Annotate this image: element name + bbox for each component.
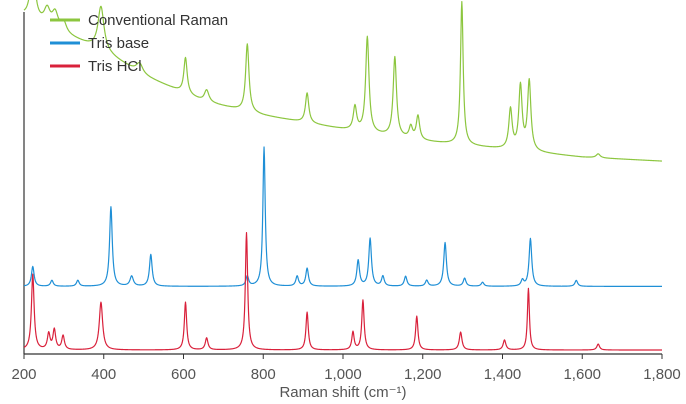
- x-axis-title: Raman shift (cm⁻¹): [279, 384, 406, 401]
- x-tick-label: 800: [251, 366, 276, 383]
- x-tick-label: 1,000: [324, 366, 362, 383]
- x-tick-label: 1,400: [484, 366, 522, 383]
- legend-label: Tris HCl: [88, 58, 142, 75]
- series-line: [23, 232, 663, 351]
- x-tick-label: 600: [171, 366, 196, 383]
- legend: Conventional Raman Tris base Tris HCl: [50, 12, 228, 75]
- x-tick-label: 200: [11, 366, 36, 383]
- legend-label: Tris base: [88, 35, 149, 52]
- x-tick-label: 1,800: [643, 366, 681, 383]
- x-tick-label: 1,200: [404, 366, 442, 383]
- x-ticks: 200 400 600 800 1,000 1,200 1,400 1,600 1,800: [11, 354, 681, 383]
- x-tick-label: 1,600: [563, 366, 601, 383]
- x-tick-label: 400: [91, 366, 116, 383]
- series-group: [23, 0, 663, 351]
- series-line: [23, 0, 663, 162]
- series-line: [23, 146, 663, 287]
- legend-label: Conventional Raman: [88, 12, 228, 29]
